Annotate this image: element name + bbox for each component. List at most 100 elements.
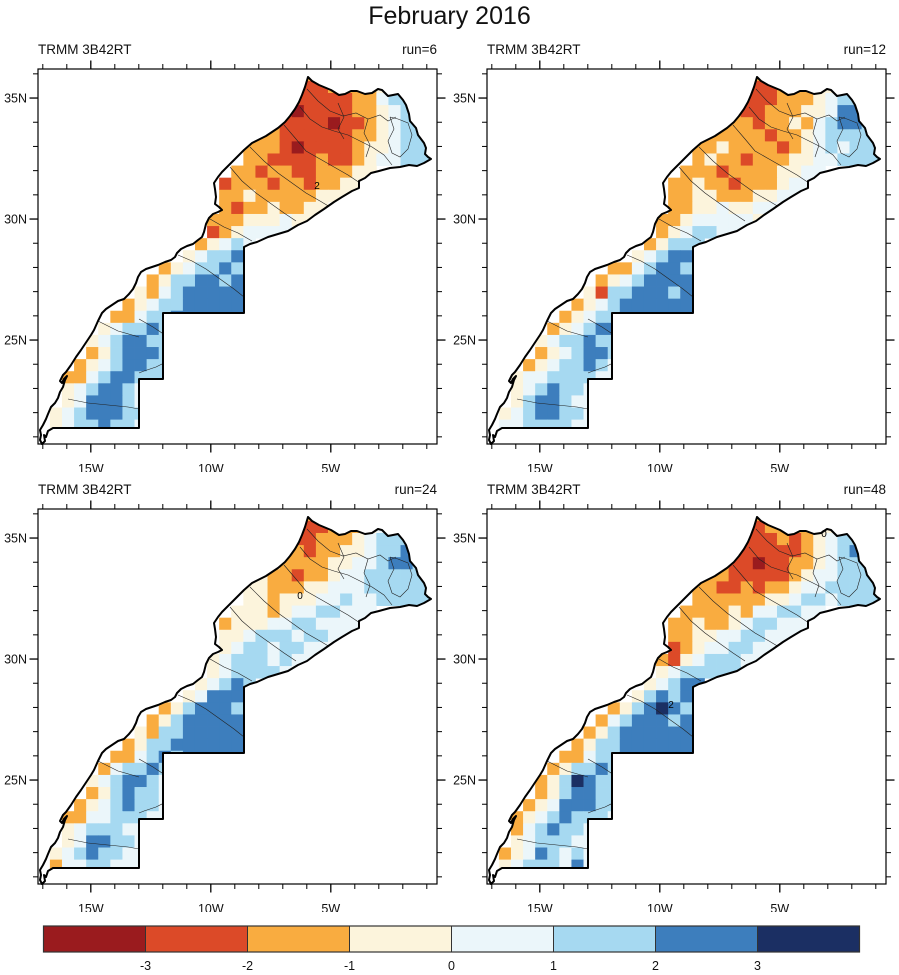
grid-cell (255, 141, 268, 154)
grid-cell (752, 129, 766, 142)
grid-cell (571, 395, 584, 408)
grid-cell (692, 666, 705, 679)
grid-cell (740, 593, 754, 606)
grid-cell (267, 605, 281, 619)
grid-cell (122, 811, 135, 824)
grid-cell (170, 726, 184, 740)
colorbar-border (42, 925, 861, 953)
grid-cell (134, 371, 148, 384)
grid-cell (547, 787, 560, 800)
grid-cell (813, 532, 826, 546)
grid-cell (327, 92, 341, 106)
grid-cell (303, 141, 317, 154)
grid-cell (146, 274, 160, 287)
grid-cell (219, 189, 232, 203)
grid-cell (680, 617, 693, 631)
grid-cell (182, 690, 196, 703)
grid-cell (243, 653, 256, 667)
grid-cell (789, 605, 802, 619)
grid-cell (267, 141, 281, 154)
grid-cell (400, 569, 414, 582)
grid-cell (194, 274, 208, 287)
grid-cell (122, 787, 135, 800)
grid-cell (74, 407, 87, 421)
grid-cell (861, 117, 875, 130)
grid-cell (327, 141, 341, 154)
grid-cell (583, 750, 597, 764)
grid-cell (364, 557, 377, 570)
grid-cell (158, 286, 172, 300)
grid-cell (643, 738, 657, 752)
grid-cell (267, 545, 281, 558)
grid-cell (740, 201, 754, 215)
grid-cell (656, 726, 669, 740)
grid-cell (837, 557, 850, 570)
grid-cell (559, 859, 572, 873)
colorbar-segment (451, 925, 554, 953)
colorbar-segment (247, 925, 350, 953)
grid-cell (61, 859, 75, 873)
colorbar-tick-label: 0 (448, 959, 455, 973)
grid-cell (424, 569, 431, 582)
grid-cell (595, 811, 609, 824)
grid-cell (49, 431, 63, 444)
grid-cell (110, 787, 123, 800)
grid-cell (583, 407, 597, 421)
grid-cell (752, 141, 766, 154)
grid-cell (668, 714, 681, 727)
grid-cell (219, 641, 232, 655)
grid-cell (219, 678, 232, 691)
grid-cell (595, 738, 609, 752)
grid-cell (656, 702, 669, 715)
y-tick-label: 30N (453, 653, 476, 667)
grid-cell (535, 371, 548, 384)
grid-cell (559, 811, 572, 824)
colorbar-tick-label: 3 (754, 959, 761, 973)
grid-cell (291, 557, 305, 570)
grid-cell (315, 605, 329, 619)
y-tick-label: 25N (4, 334, 27, 348)
grid-cell (692, 726, 705, 740)
grid-cell (158, 714, 172, 727)
grid-cell (315, 105, 329, 118)
grid-cell (98, 395, 111, 408)
grid-cell (61, 419, 75, 433)
grid-cell (122, 859, 135, 873)
grid-cell (776, 189, 790, 203)
grid-cell (510, 419, 524, 433)
grid-cell (412, 581, 426, 594)
grid-cell (291, 581, 305, 594)
grid-cell (194, 262, 208, 275)
grid-cell (170, 702, 184, 715)
y-tick-label: 25N (453, 774, 476, 788)
grid-cell (535, 359, 548, 372)
colorbar-segment (655, 925, 758, 953)
grid-cell (716, 165, 730, 179)
grid-cell (583, 395, 597, 408)
grid-cell (752, 593, 766, 606)
grid-cell (291, 593, 305, 606)
grid-cell (559, 347, 572, 360)
grid-cell (315, 517, 329, 522)
grid-cell (583, 298, 597, 312)
grid-cell (74, 383, 87, 396)
grid-cell (134, 750, 148, 764)
grid-cell (170, 286, 184, 300)
grid-cell (752, 177, 766, 191)
grid-cell (376, 153, 389, 166)
grid-cell (122, 871, 135, 884)
grid-cell (692, 298, 705, 312)
grid-cell (207, 666, 220, 679)
grid-cell (110, 419, 123, 433)
grid-cell (656, 666, 669, 679)
grid-cell (583, 787, 597, 800)
grid-cell (535, 787, 548, 800)
grid-cell (535, 859, 548, 873)
grid-cell (279, 201, 293, 215)
grid-cell (219, 690, 232, 703)
grid-cell (98, 871, 111, 884)
grid-cell (219, 629, 232, 643)
grid-cell (303, 593, 317, 606)
grid-cell (861, 545, 875, 558)
grid-cell (825, 117, 838, 130)
